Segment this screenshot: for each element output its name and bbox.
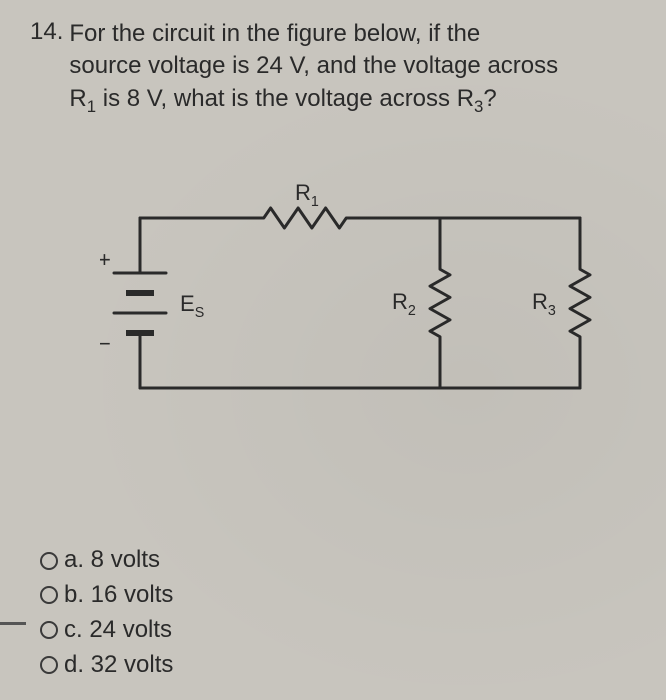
options-list: a. 8 volts b. 16 volts c. 24 volts d. 32…: [40, 543, 644, 682]
qline3-mid: is 8 V, what is the voltage across R: [96, 85, 474, 112]
option-b-label: b. 16 volts: [64, 578, 173, 613]
circuit-diagram: R1 R2 R3 ES + −: [100, 148, 620, 413]
qline2: source voltage is 24 V, and the voltage …: [69, 52, 558, 79]
option-b[interactable]: b. 16 volts: [40, 578, 644, 613]
svg-text:ES: ES: [180, 291, 204, 321]
svg-text:R2: R2: [392, 289, 416, 319]
radio-icon: [40, 552, 58, 570]
option-c[interactable]: c. 24 volts: [40, 613, 644, 648]
svg-text:R1: R1: [295, 180, 319, 210]
pencil-mark-icon: [0, 622, 26, 625]
radio-icon: [40, 621, 58, 639]
qline3-post: ?: [483, 85, 496, 112]
qline3-sub2: 3: [474, 97, 483, 116]
circuit-svg: R1 R2 R3 ES + −: [100, 148, 620, 408]
svg-text:+: +: [100, 247, 111, 272]
radio-icon: [40, 586, 58, 604]
question-text: For the circuit in the figure below, if …: [69, 18, 558, 118]
option-a-label: a. 8 volts: [64, 543, 160, 578]
svg-text:R3: R3: [532, 289, 556, 319]
question-block: 14. For the circuit in the figure below,…: [30, 18, 644, 118]
option-d-label: d. 32 volts: [64, 648, 173, 683]
question-number: 14.: [30, 18, 63, 46]
qline3-pre: R: [69, 85, 86, 112]
radio-icon: [40, 656, 58, 674]
option-a[interactable]: a. 8 volts: [40, 543, 644, 578]
qline1: For the circuit in the figure below, if …: [69, 20, 480, 47]
svg-text:−: −: [100, 331, 111, 356]
qline3-sub1: 1: [87, 97, 96, 116]
option-c-label: c. 24 volts: [64, 613, 172, 648]
option-d[interactable]: d. 32 volts: [40, 648, 644, 683]
